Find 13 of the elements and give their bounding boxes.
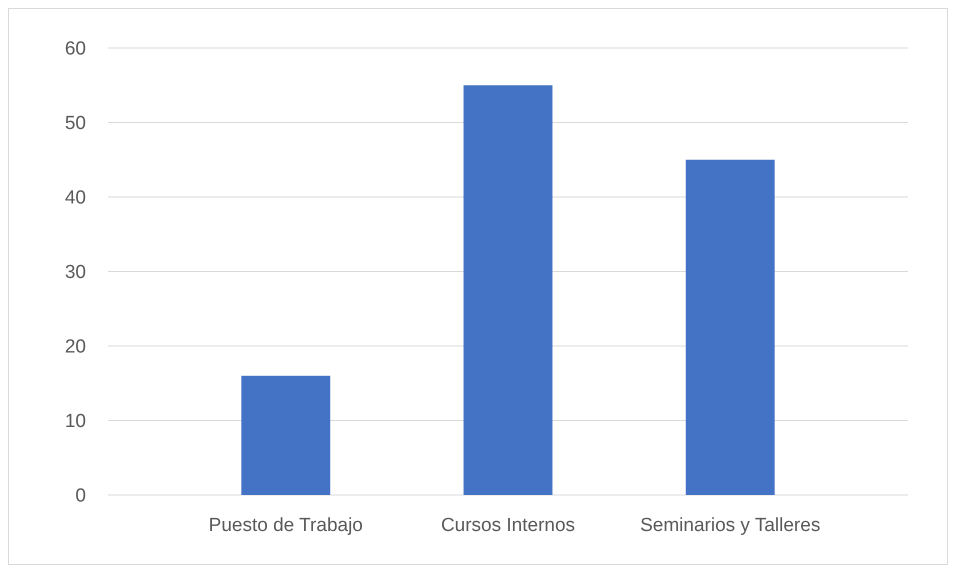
bar (686, 160, 775, 495)
y-tick-label: 50 (64, 113, 86, 134)
y-tick-label: 30 (64, 262, 86, 284)
x-tick-label: Puesto de Trabajo (208, 515, 363, 536)
y-tick-label: 0 (75, 486, 86, 507)
y-tick-label: 20 (64, 336, 86, 358)
y-tick-label: 10 (64, 411, 86, 432)
x-tick-label: Seminarios y Talleres (640, 515, 820, 536)
x-tick-label: Cursos Internos (440, 515, 576, 536)
y-tick-label: 40 (64, 188, 86, 209)
bar (241, 376, 330, 495)
bar (464, 85, 552, 495)
y-tick-label: 60 (64, 38, 86, 60)
